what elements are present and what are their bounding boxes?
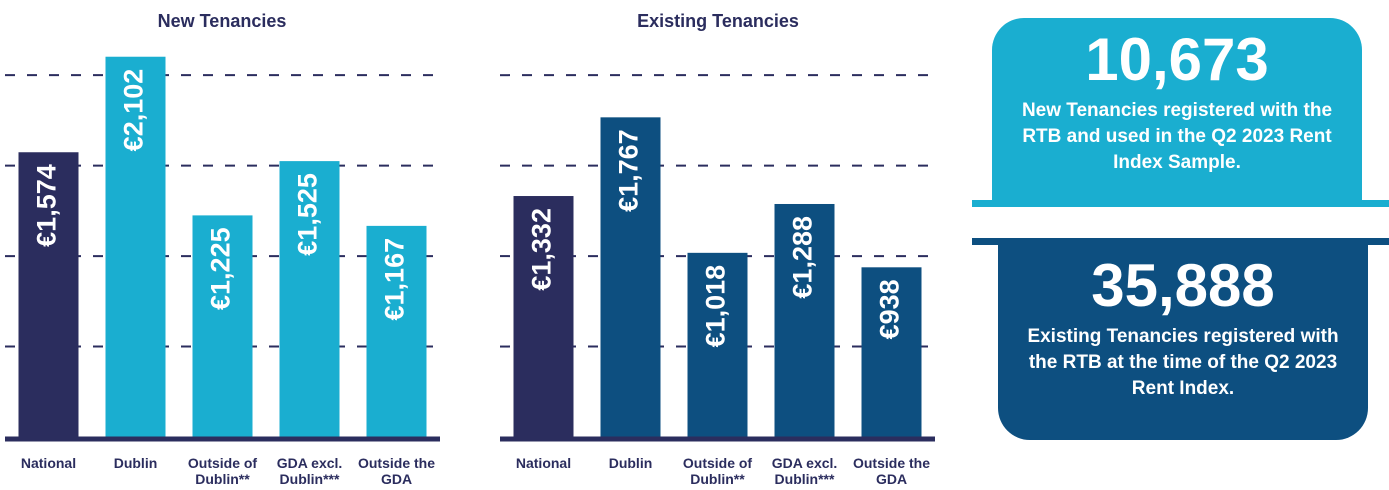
x-tick-label: Outside the GDA — [357, 455, 435, 487]
x-tick-label: Outside of Dublin** — [682, 455, 753, 487]
bar — [687, 252, 748, 437]
stat-caption: Existing Tenancies registered with the R… — [1027, 326, 1339, 399]
value-label: €1,525 — [293, 173, 323, 256]
value-label: €1,225 — [206, 227, 236, 310]
chart-title: New Tenancies — [158, 11, 287, 31]
x-tick-label: National — [515, 455, 572, 471]
x-tick-label: Outside the GDA — [852, 455, 930, 487]
value-label: €1,018 — [701, 265, 731, 348]
divider — [972, 200, 1389, 207]
stat-box: 10,673 New Tenancies registered with the… — [992, 18, 1362, 203]
x-tick-label: Outside of Dublin** — [187, 455, 258, 487]
stat-number: 10,673 — [1085, 26, 1269, 93]
bar — [279, 161, 340, 437]
bar — [774, 203, 835, 437]
bar — [513, 196, 574, 437]
value-label: €1,167 — [380, 238, 410, 321]
value-label: €1,288 — [788, 216, 818, 299]
bar — [861, 267, 922, 437]
value-label: €1,574 — [32, 164, 62, 247]
bar — [18, 152, 79, 437]
x-tick-label: GDA excl. Dublin*** — [276, 455, 343, 487]
value-label: €1,332 — [527, 208, 557, 291]
value-label: €1,767 — [614, 129, 644, 212]
bar — [192, 215, 253, 437]
value-label: €2,102 — [119, 69, 149, 152]
stat-box: 35,888 Existing Tenancies registered wit… — [998, 240, 1368, 440]
x-tick-label: GDA excl. Dublin*** — [771, 455, 838, 487]
bar — [600, 117, 661, 438]
stat-number: 35,888 — [1091, 252, 1275, 319]
charts: New Tenancies Existing Tenancies €1,574 €… — [5, 11, 935, 442]
stat-caption: New Tenancies registered with the RTB an… — [1021, 100, 1333, 173]
value-label: €938 — [875, 279, 905, 339]
x-tick-label: Dublin — [113, 455, 158, 471]
x-tick-label: National — [20, 455, 77, 471]
x-tick-label: Dublin — [608, 455, 653, 471]
bar — [105, 56, 166, 437]
chart-title: Existing Tenancies — [637, 11, 799, 31]
bar — [366, 225, 427, 437]
